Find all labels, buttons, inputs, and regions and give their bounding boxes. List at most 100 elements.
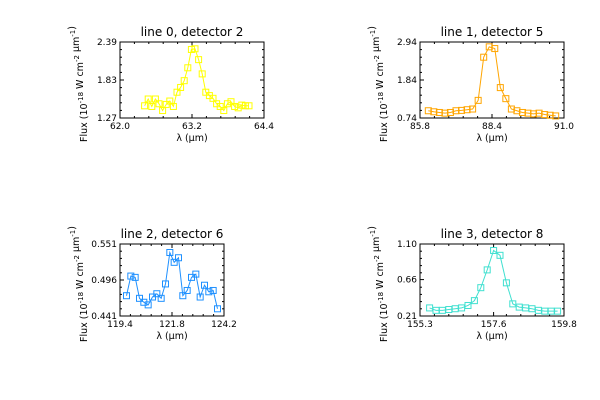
plot-frame (419, 41, 565, 119)
y-tick-label: 0.441 (91, 312, 117, 322)
y-tick-label: 1.84 (397, 76, 417, 86)
data-point (184, 64, 192, 72)
data-point (464, 301, 472, 309)
chart-panel-3: line 3, detector 8 155.3 157.6 159.8 0.21 0.6… (367, 226, 577, 342)
data-point (496, 84, 504, 92)
data-point (552, 112, 560, 120)
data-point (155, 100, 163, 108)
data-point (491, 45, 499, 53)
chart-panel-1: line 1, detector 5 85.8 88.4 91.0 0.74 1.84 2.… (367, 25, 574, 144)
x-tick-label: 159.8 (551, 320, 577, 330)
data-point (205, 288, 213, 296)
data-point (180, 77, 188, 85)
series-line (144, 48, 249, 112)
data-point (183, 286, 191, 294)
data-point (220, 107, 228, 115)
data-point (148, 102, 156, 110)
data-point (144, 95, 152, 103)
data-point (179, 292, 187, 300)
data-point (191, 45, 199, 53)
data-point (477, 284, 485, 292)
data-point (166, 97, 174, 105)
data-point (469, 105, 477, 113)
x-tick-label: 85.8 (410, 122, 430, 132)
data-point (131, 273, 139, 281)
chart-panel-2: line 2, detector 6 119.4 121.8 124.2 0.441 0.… (67, 226, 237, 342)
data-point (177, 83, 185, 91)
data-point (502, 279, 510, 287)
data-point (483, 266, 491, 274)
x-axis-label: λ (μm) (156, 331, 187, 342)
y-axis-label: Flux (10-18 W cm-2 μm-1) (67, 226, 90, 342)
data-point (192, 270, 200, 278)
x-tick-label: 155.3 (407, 320, 433, 330)
y-tick-label: 2.39 (97, 38, 117, 48)
x-axis-label: λ (μm) (476, 133, 507, 144)
x-tick-label: 119.4 (107, 320, 133, 330)
y-tick-label: 2.94 (397, 38, 417, 48)
data-point (159, 107, 167, 115)
series-line (429, 249, 558, 312)
data-point (209, 286, 217, 294)
data-point (136, 294, 143, 302)
data-point (187, 45, 195, 53)
chart-title: line 2, detector 6 (121, 227, 224, 241)
data-point (470, 297, 478, 305)
data-point (195, 56, 203, 64)
data-point (214, 305, 221, 313)
data-point (144, 301, 152, 309)
data-point (169, 102, 177, 110)
chart-panel-0: line 0, detector 2 62.0 63.2 64.4 1.27 1.83 2.… (67, 25, 274, 144)
data-point (157, 294, 165, 302)
data-point (127, 272, 135, 280)
y-tick-label: 1.27 (97, 114, 117, 124)
data-point (223, 100, 231, 108)
data-point (216, 102, 224, 110)
data-point (474, 96, 482, 104)
data-point (209, 94, 217, 102)
x-axis-label: λ (μm) (476, 331, 507, 342)
y-tick-label: 0.496 (91, 276, 117, 286)
data-point (170, 258, 178, 266)
chart-title: line 0, detector 2 (141, 25, 244, 39)
x-tick-label: 62.0 (110, 122, 130, 132)
data-point (198, 70, 206, 78)
data-point (554, 307, 562, 315)
x-tick-label: 157.6 (481, 320, 507, 330)
data-point (153, 290, 161, 298)
data-point (241, 102, 249, 110)
data-point (175, 254, 182, 262)
y-tick-label: 0.551 (91, 240, 117, 250)
chart-title: line 1, detector 5 (441, 25, 544, 39)
y-tick-label: 0.66 (397, 276, 417, 286)
data-point (162, 280, 169, 288)
x-tick-label: 64.4 (254, 122, 274, 132)
data-point (123, 292, 130, 300)
data-point (231, 102, 239, 110)
y-axis-label: Flux (10-18 W cm-2 μm-1) (67, 26, 90, 142)
data-point (151, 95, 159, 103)
y-axis-label: Flux (10-18 W cm-2 μm-1) (367, 26, 390, 142)
series-line (126, 250, 218, 309)
data-point (201, 281, 208, 289)
x-tick-label: 121.8 (159, 320, 185, 330)
data-point (196, 293, 204, 301)
data-point (502, 95, 510, 103)
y-axis-label: Flux (10-18 W cm-2 μm-1) (367, 226, 390, 342)
data-point (227, 98, 235, 106)
y-tick-label: 1.10 (397, 240, 417, 250)
data-point (238, 101, 246, 109)
y-tick-label: 0.21 (397, 312, 417, 322)
chart-title: line 3, detector 8 (441, 227, 544, 241)
data-point (480, 53, 488, 61)
x-tick-label: 63.2 (182, 122, 202, 132)
x-tick-label: 124.2 (211, 320, 237, 330)
data-point (141, 102, 149, 110)
data-point (173, 88, 181, 96)
data-point (166, 249, 174, 257)
y-tick-label: 0.74 (397, 114, 417, 124)
y-tick-label: 1.83 (97, 76, 117, 86)
series-line (428, 46, 556, 117)
x-tick-label: 88.4 (482, 122, 502, 132)
